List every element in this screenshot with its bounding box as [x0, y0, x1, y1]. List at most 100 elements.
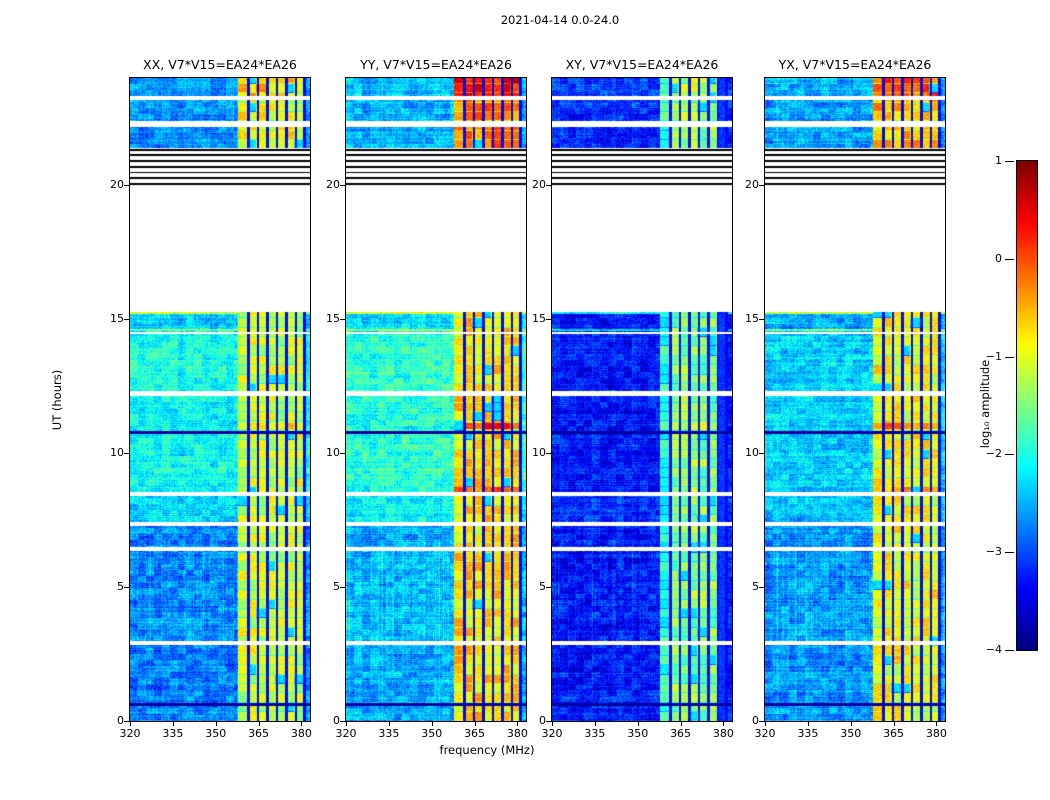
y-tick	[124, 185, 129, 187]
y-tick	[340, 185, 345, 187]
y-tick-label: 20	[326, 178, 340, 192]
x-tick	[388, 722, 390, 726]
y-tick-label: 20	[532, 178, 546, 192]
panel-xy: XY, V7*V15=EA24*EA26	[551, 57, 733, 722]
y-tick	[546, 453, 551, 455]
y-tick-label: 0	[117, 714, 124, 727]
x-tick-label: 350	[627, 727, 649, 740]
y-tick-label: 15	[110, 312, 124, 326]
x-tick-label: 365	[248, 727, 270, 740]
x-tick	[765, 722, 766, 726]
x-tick	[552, 722, 553, 726]
y-tick	[759, 319, 764, 321]
y-tick	[759, 721, 764, 722]
y-tick	[340, 721, 345, 722]
x-tick-label: 365	[464, 727, 486, 740]
x-tick-label: 350	[205, 727, 227, 740]
figure-title: 2021-04-14 0.0-24.0	[500, 13, 620, 27]
spectrogram-canvas-xy	[551, 77, 733, 722]
y-axis-label: UT (hours)	[50, 369, 64, 431]
y-tick-label: 20	[110, 178, 124, 192]
colorbar-tick	[1005, 258, 1014, 260]
x-tick-label: 320	[754, 727, 776, 740]
x-tick	[130, 722, 131, 726]
x-tick-label: 380	[925, 727, 947, 740]
x-tick	[893, 722, 895, 726]
colorbar-tick-label: −3	[985, 545, 1002, 559]
x-tick	[517, 722, 519, 726]
colorbar-tick	[1005, 454, 1014, 456]
x-tick	[215, 722, 217, 726]
y-tick	[340, 587, 345, 589]
y-tick	[340, 319, 345, 321]
x-tick-label: 320	[335, 727, 357, 740]
x-tick	[301, 722, 303, 726]
x-tick	[637, 722, 639, 726]
x-tick-label: 335	[162, 727, 184, 740]
x-tick	[431, 722, 433, 726]
panel-title-xy: XY, V7*V15=EA24*EA26	[565, 57, 719, 72]
y-tick-label: 5	[752, 580, 759, 594]
y-tick	[759, 185, 764, 187]
x-tick	[594, 722, 596, 726]
y-tick-label: 20	[745, 178, 759, 192]
x-tick-label: 320	[541, 727, 563, 740]
x-tick-label: 380	[290, 727, 312, 740]
y-tick	[546, 185, 551, 187]
colorbar-tick	[1005, 552, 1014, 554]
y-tick	[124, 587, 129, 589]
y-tick	[340, 453, 345, 455]
y-tick	[124, 453, 129, 455]
colorbar-tick-label: 0	[995, 251, 1002, 265]
y-tick	[124, 721, 129, 722]
x-tick-label: 350	[421, 727, 443, 740]
colorbar-canvas	[1016, 160, 1038, 651]
x-tick	[723, 722, 725, 726]
panel-xx: XX, V7*V15=EA24*EA26	[129, 57, 311, 722]
y-tick-label: 5	[117, 580, 124, 594]
y-tick-label: 10	[532, 446, 546, 460]
colorbar-label: log₁₀ amplitude	[978, 359, 992, 449]
colorbar-tick-label: −1	[985, 349, 1002, 363]
x-tick-label: 380	[712, 727, 734, 740]
y-tick	[759, 587, 764, 589]
x-tick	[258, 722, 260, 726]
panel-title-yx: YX, V7*V15=EA24*EA26	[778, 57, 932, 72]
spectrogram-canvas-yx	[764, 77, 946, 722]
x-tick-label: 365	[883, 727, 905, 740]
x-tick	[346, 722, 347, 726]
x-tick-label: 380	[506, 727, 528, 740]
colorbar-tick-label: 1	[995, 154, 1002, 167]
y-tick	[759, 453, 764, 455]
x-axis-label: frequency (MHz)	[439, 743, 535, 757]
colorbar-tick	[1005, 650, 1014, 651]
y-tick-label: 0	[539, 714, 546, 727]
x-tick	[936, 722, 938, 726]
y-tick-label: 10	[110, 446, 124, 460]
x-tick	[850, 722, 852, 726]
y-tick-label: 15	[326, 312, 340, 326]
y-tick-label: 0	[752, 714, 759, 727]
panel-title-yy: YY, V7*V15=EA24*EA26	[360, 57, 512, 72]
x-tick-label: 335	[378, 727, 400, 740]
panel-title-xx: XX, V7*V15=EA24*EA26	[143, 57, 297, 72]
x-tick	[474, 722, 476, 726]
x-tick-label: 335	[797, 727, 819, 740]
y-tick-label: 15	[745, 312, 759, 326]
y-tick-label: 0	[333, 714, 340, 727]
x-tick	[172, 722, 174, 726]
x-tick-label: 335	[584, 727, 606, 740]
x-tick-label: 350	[840, 727, 862, 740]
y-tick-label: 10	[326, 446, 340, 460]
y-tick-label: 5	[539, 580, 546, 594]
y-tick-label: 5	[333, 580, 340, 594]
y-tick	[546, 721, 551, 722]
panel-yx: YX, V7*V15=EA24*EA26	[764, 57, 946, 722]
y-tick	[546, 587, 551, 589]
y-tick	[124, 319, 129, 321]
colorbar-tick	[1005, 356, 1014, 358]
spectrogram-canvas-xx	[129, 77, 311, 722]
y-tick-label: 10	[745, 446, 759, 460]
y-tick-label: 15	[532, 312, 546, 326]
